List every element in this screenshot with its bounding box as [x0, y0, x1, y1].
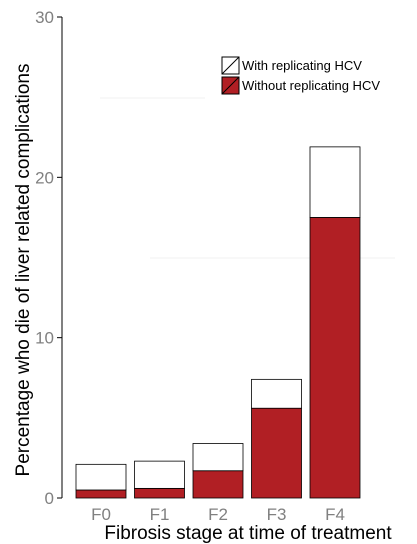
y-tick-label: 10: [35, 329, 54, 348]
bar-f3-without-replicating: [251, 407, 302, 499]
x-tick-label: F4: [325, 505, 345, 524]
x-tick-label: F0: [91, 505, 111, 524]
y-tick-label: 30: [35, 8, 54, 27]
y-axis-title: Percentage who die of liver related comp…: [13, 64, 34, 477]
bar-f2-without-replicating: [192, 470, 244, 499]
legend-label-without-replicating-hcv: Without replicating HCV: [242, 78, 380, 93]
legend-label-with-replicating-hcv: With replicating HCV: [242, 58, 362, 73]
x-axis-title: Fibrosis stage at time of treatment: [104, 523, 392, 544]
x-tick-label: F3: [267, 505, 287, 524]
bar-f0-without-replicating: [75, 489, 127, 499]
y-tick-label: 20: [35, 168, 54, 187]
bar-f4-with-replicating: [309, 146, 361, 218]
legend-swatch-slash: [221, 76, 240, 95]
x-tick-label: F1: [150, 505, 170, 524]
x-tick-label: F2: [208, 505, 228, 524]
bar-f2-with-replicating: [192, 443, 244, 472]
legend: With replicating HCV Without replicating…: [221, 56, 380, 95]
bar-f1-without-replicating: [134, 487, 185, 499]
y-axis-ticks: 0 10 20 30: [35, 8, 62, 508]
x-axis-ticks: F0 F1 F2 F3 F4: [91, 505, 345, 524]
bar-f3-with-replicating: [251, 378, 302, 409]
bar-f0-with-replicating: [75, 463, 127, 491]
legend-swatch-slash: [221, 56, 240, 75]
bars: [75, 146, 361, 499]
bar-f1-with-replicating: [134, 460, 185, 489]
y-tick-label: 0: [45, 489, 54, 508]
bar-f4-without-replicating: [309, 217, 361, 499]
